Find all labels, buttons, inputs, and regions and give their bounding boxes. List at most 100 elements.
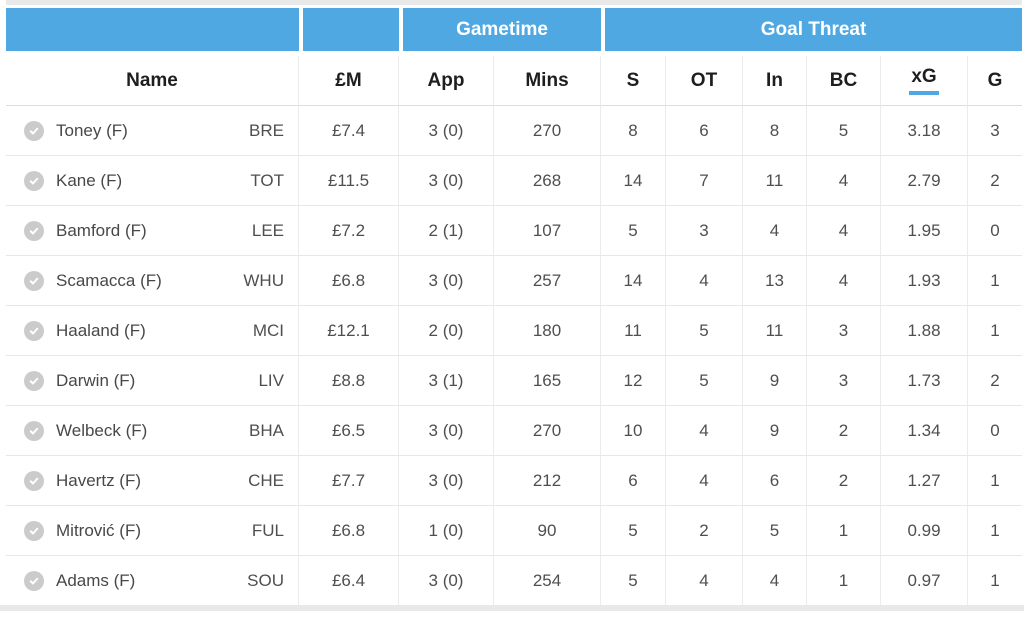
cell-in: 11 bbox=[743, 156, 807, 206]
cell-price: £6.4 bbox=[299, 556, 399, 605]
cell-ot: 3 bbox=[666, 206, 743, 256]
cell-xg: 1.95 bbox=[881, 206, 968, 256]
check-circle-icon[interactable] bbox=[24, 520, 44, 541]
check-icon bbox=[29, 177, 39, 184]
player-name: Kane (F) bbox=[56, 170, 123, 190]
cell-mins: 254 bbox=[494, 556, 601, 605]
player-name-inner: Toney (F) BRE bbox=[6, 120, 298, 141]
cell-s: 5 bbox=[601, 506, 666, 556]
cell-s: 5 bbox=[601, 206, 666, 256]
column-header-g[interactable]: G bbox=[968, 56, 1023, 106]
column-label-name: Name bbox=[126, 69, 178, 91]
check-circle-icon[interactable] bbox=[24, 570, 44, 591]
cell-in: 8 bbox=[743, 106, 807, 156]
cell-in: 9 bbox=[743, 356, 807, 406]
cell-g: 1 bbox=[968, 556, 1023, 605]
cell-app: 3 (0) bbox=[399, 106, 494, 156]
column-header-bc[interactable]: BC bbox=[807, 56, 881, 106]
cell-mins: 180 bbox=[494, 306, 601, 356]
check-circle-icon[interactable] bbox=[24, 220, 44, 241]
check-circle-icon[interactable] bbox=[24, 420, 44, 441]
player-name-cell[interactable]: Bamford (F) LEE bbox=[6, 206, 299, 256]
column-header-price[interactable]: £M bbox=[299, 56, 399, 106]
player-name-inner: Darwin (F) LIV bbox=[6, 370, 298, 391]
table-row: Darwin (F) LIV £8.8 3 (1) 165 12 5 9 3 1.73 2 bbox=[6, 356, 1023, 406]
check-icon bbox=[29, 327, 39, 334]
check-icon bbox=[29, 227, 39, 234]
group-header-row: Gametime Goal Threat bbox=[6, 8, 1023, 56]
cell-xg: 0.99 bbox=[881, 506, 968, 556]
column-label-ot: OT bbox=[690, 69, 718, 91]
check-circle-icon[interactable] bbox=[24, 270, 44, 291]
column-header-app[interactable]: App bbox=[399, 56, 494, 106]
check-circle-icon[interactable] bbox=[24, 120, 44, 141]
cell-s: 10 bbox=[601, 406, 666, 456]
player-name: Haaland (F) bbox=[56, 320, 146, 340]
cell-ot: 5 bbox=[666, 356, 743, 406]
player-name-cell[interactable]: Mitrović (F) FUL bbox=[6, 506, 299, 556]
cell-s: 14 bbox=[601, 256, 666, 306]
cell-bc: 3 bbox=[807, 306, 881, 356]
cell-g: 2 bbox=[968, 156, 1023, 206]
player-name-cell[interactable]: Haaland (F) MCI bbox=[6, 306, 299, 356]
player-name-cell[interactable]: Adams (F) SOU bbox=[6, 556, 299, 605]
cell-xg: 1.73 bbox=[881, 356, 968, 406]
cell-xg: 1.27 bbox=[881, 456, 968, 506]
cell-mins: 165 bbox=[494, 356, 601, 406]
cell-s: 11 bbox=[601, 306, 666, 356]
player-name-cell[interactable]: Toney (F) BRE bbox=[6, 106, 299, 156]
group-header-goal-threat: Goal Threat bbox=[601, 8, 1023, 56]
player-name-inner: Haaland (F) MCI bbox=[6, 320, 298, 341]
table-top-border bbox=[6, 0, 1022, 5]
cell-bc: 4 bbox=[807, 206, 881, 256]
check-icon bbox=[29, 427, 39, 434]
cell-bc: 4 bbox=[807, 156, 881, 206]
cell-bc: 2 bbox=[807, 406, 881, 456]
check-circle-icon[interactable] bbox=[24, 470, 44, 491]
cell-in: 5 bbox=[743, 506, 807, 556]
column-header-mins[interactable]: Mins bbox=[494, 56, 601, 106]
cell-xg: 3.18 bbox=[881, 106, 968, 156]
cell-ot: 7 bbox=[666, 156, 743, 206]
check-circle-icon[interactable] bbox=[24, 320, 44, 341]
cell-app: 1 (0) bbox=[399, 506, 494, 556]
cell-ot: 4 bbox=[666, 456, 743, 506]
cell-app: 3 (0) bbox=[399, 556, 494, 605]
check-circle-icon[interactable] bbox=[24, 370, 44, 391]
cell-s: 14 bbox=[601, 156, 666, 206]
cell-in: 6 bbox=[743, 456, 807, 506]
player-name-cell[interactable]: Darwin (F) LIV bbox=[6, 356, 299, 406]
cell-mins: 268 bbox=[494, 156, 601, 206]
column-header-row: Name £M App Mins S OT In BC xG G bbox=[6, 56, 1023, 106]
check-circle-icon[interactable] bbox=[24, 170, 44, 191]
column-header-s[interactable]: S bbox=[601, 56, 666, 106]
cell-g: 1 bbox=[968, 256, 1023, 306]
column-header-xg[interactable]: xG bbox=[881, 56, 968, 106]
check-icon bbox=[29, 477, 39, 484]
cell-in: 4 bbox=[743, 556, 807, 605]
column-header-name[interactable]: Name bbox=[6, 56, 299, 106]
cell-price: £6.5 bbox=[299, 406, 399, 456]
table-row: Welbeck (F) BHA £6.5 3 (0) 270 10 4 9 2 1.34 0 bbox=[6, 406, 1023, 456]
player-name-cell[interactable]: Kane (F) TOT bbox=[6, 156, 299, 206]
player-name-cell[interactable]: Havertz (F) CHE bbox=[6, 456, 299, 506]
cell-mins: 90 bbox=[494, 506, 601, 556]
cell-in: 13 bbox=[743, 256, 807, 306]
table-row: Havertz (F) CHE £7.7 3 (0) 212 6 4 6 2 1.27 1 bbox=[6, 456, 1023, 506]
cell-app: 3 (0) bbox=[399, 406, 494, 456]
cell-in: 11 bbox=[743, 306, 807, 356]
cell-price: £7.2 bbox=[299, 206, 399, 256]
player-name-inner: Kane (F) TOT bbox=[6, 170, 298, 191]
column-label-xg-sorted: xG bbox=[909, 66, 939, 95]
table-row: Adams (F) SOU £6.4 3 (0) 254 5 4 4 1 0.97 1 bbox=[6, 556, 1023, 605]
column-header-in[interactable]: In bbox=[743, 56, 807, 106]
cell-bc: 5 bbox=[807, 106, 881, 156]
cell-xg: 0.97 bbox=[881, 556, 968, 605]
team-code: CHE bbox=[248, 470, 284, 490]
column-header-ot[interactable]: OT bbox=[666, 56, 743, 106]
cell-in: 4 bbox=[743, 206, 807, 256]
player-name-cell[interactable]: Welbeck (F) BHA bbox=[6, 406, 299, 456]
player-name-cell[interactable]: Scamacca (F) WHU bbox=[6, 256, 299, 306]
cell-g: 1 bbox=[968, 456, 1023, 506]
team-code: WHU bbox=[243, 270, 284, 290]
